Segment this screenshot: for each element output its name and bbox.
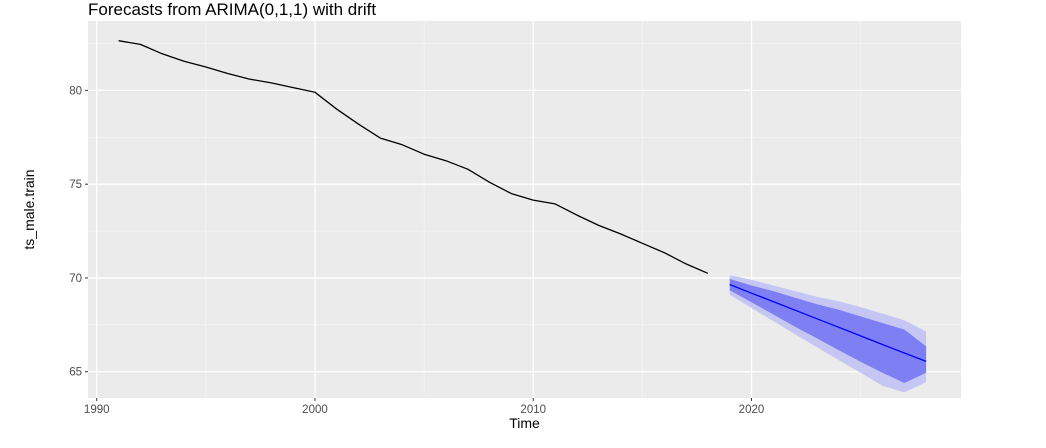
x-tick-label: 2000 xyxy=(302,404,328,416)
y-tick-label: 70 xyxy=(69,273,82,285)
series-lines xyxy=(118,40,927,363)
y-axis-ticks: 65 70 75 80 xyxy=(69,85,88,379)
major-grid xyxy=(88,21,961,398)
y-tick-label: 75 xyxy=(69,179,82,191)
y-tick-label: 65 xyxy=(69,367,82,379)
y-axis-label: ts_male.train xyxy=(21,169,37,249)
x-tick-label: 1990 xyxy=(84,404,110,416)
forecast-mean-line xyxy=(729,283,927,363)
x-axis-ticks: 1990 2000 2010 2020 xyxy=(84,398,764,416)
chart-title: Forecasts from ARIMA(0,1,1) with drift xyxy=(88,0,376,19)
observed-series-line xyxy=(118,40,709,274)
x-tick-label: 2010 xyxy=(520,404,546,416)
interval-80-band xyxy=(729,278,927,383)
x-tick-label: 2020 xyxy=(739,404,765,416)
x-axis-label: Time xyxy=(509,415,540,431)
minor-grid xyxy=(88,21,961,398)
y-tick-label: 80 xyxy=(69,85,82,97)
